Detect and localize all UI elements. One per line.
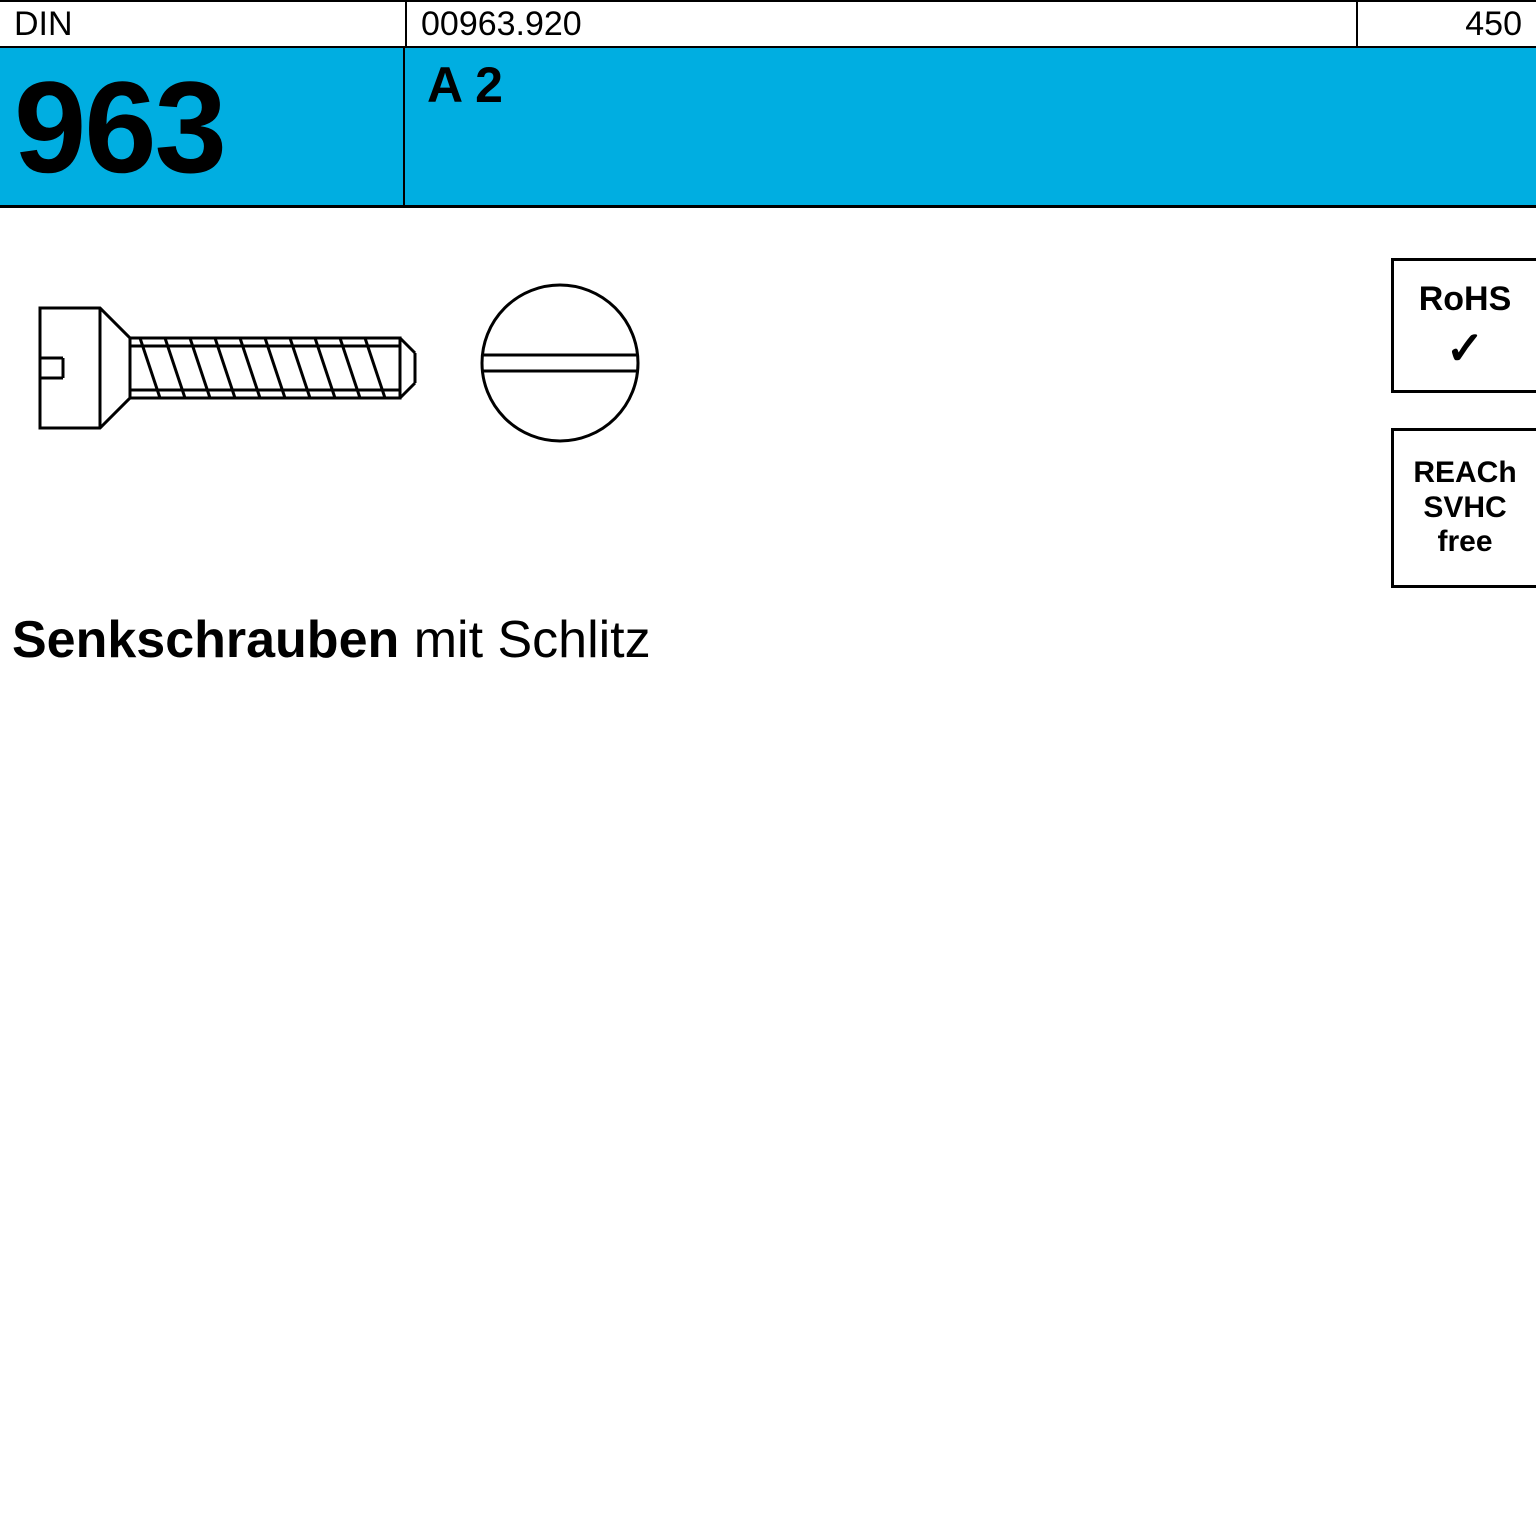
rohs-label: RoHS [1419,280,1512,319]
screw-side-view-icon [30,288,430,448]
reach-badge: REACh SVHC free [1391,428,1536,588]
screw-front-view-icon [470,273,650,453]
header-standard-label: DIN [0,2,405,48]
din-number: 963 [0,48,405,205]
header-code: 00963.920 [405,2,1356,48]
header-row: DIN 00963.920 450 [0,0,1536,48]
rohs-badge: RoHS ✓ [1391,258,1536,393]
product-name: Senkschrauben mit Schlitz [12,610,651,670]
product-name-rest: mit Schlitz [399,611,650,669]
title-row: 963 A 2 [0,48,1536,208]
header-page-number: 450 [1356,2,1536,48]
product-name-bold: Senkschrauben [12,611,399,669]
reach-line3: free [1437,525,1492,560]
reach-line1: REACh [1413,456,1516,491]
check-icon: ✓ [1446,325,1485,371]
material-grade: A 2 [405,48,1536,205]
diagram-area: RoHS ✓ REACh SVHC free [0,208,1536,678]
reach-line2: SVHC [1423,491,1506,526]
